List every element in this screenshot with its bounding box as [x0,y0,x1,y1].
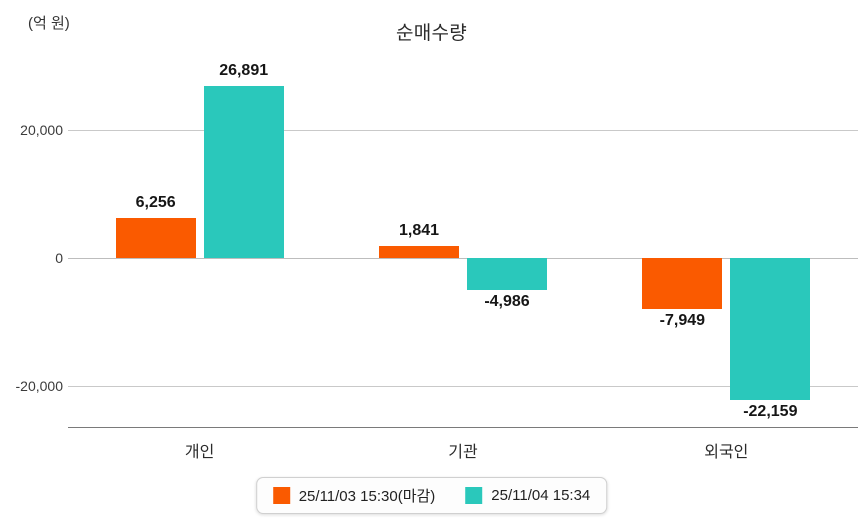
bar-기관-series-1[interactable] [467,258,547,290]
category-label-기관: 기관 [448,444,478,461]
legend-item-series-1[interactable]: 25/11/04 15:34 [465,487,590,504]
legend-swatch-icon-series-1 [465,487,483,504]
gridline-0 [68,258,858,259]
bar-기관-series-0[interactable] [379,246,459,258]
y-axis-tick-label: 0 [55,250,63,266]
gridline-20,000 [68,130,858,131]
y-axis-tick-label: -20,000 [15,378,63,394]
bar-개인-series-0[interactable] [115,217,196,258]
bar-외국인-series-1[interactable] [730,258,811,400]
bar-value-label: 1,841 [398,222,440,240]
plot-area: 20,000 0 -20,000 6,256 26,891 개인 1,841 -4,986 기관… [16,60,858,461]
chart-title: 순매수량 [395,23,468,44]
legend-label-series-1: 25/11/04 15:34 [491,487,591,504]
bar-외국인-series-0[interactable] [642,258,723,309]
y-axis-unit-label: (억 원) [28,15,70,32]
bar-value-label: -4,986 [484,292,530,310]
x-axis-line [68,427,858,428]
chart-legend: 25/11/03 15:30(마감) 25/11/04 15:34 [255,477,608,514]
gridline--20,000 [68,386,858,387]
bar-value-label: -7,949 [659,311,706,329]
bar-value-label: 26,891 [219,61,269,79]
category-label-개인: 개인 [184,444,215,461]
bar-value-label: -22,159 [743,402,798,420]
bar-개인-series-1[interactable] [203,85,284,258]
legend-label-series-0: 25/11/03 15:30(마감) [298,488,436,505]
legend-item-series-0[interactable]: 25/11/03 15:30(마감) [272,485,436,506]
category-label-외국인: 외국인 [704,444,749,461]
y-axis-tick-label: 20,000 [20,122,63,138]
legend-swatch-icon-series-0 [272,487,290,504]
bar-value-label: 6,256 [135,193,176,211]
